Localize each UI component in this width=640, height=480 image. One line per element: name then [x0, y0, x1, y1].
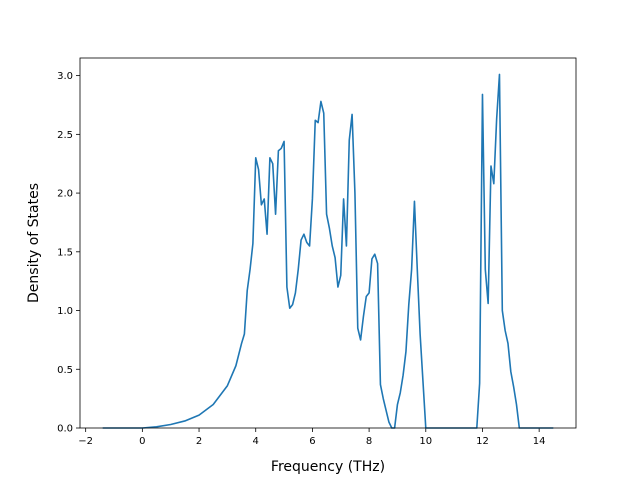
y-tick-label: 3.0: [57, 71, 73, 82]
x-tick-label: 12: [476, 436, 489, 447]
dos-series-line: [102, 73, 554, 429]
x-tick-label: 14: [533, 436, 546, 447]
plot-background: [80, 58, 576, 428]
y-tick-label: 2.0: [57, 189, 73, 200]
x-ticks: −2 0 2 4 6 8 10 12 14: [78, 428, 546, 447]
x-tick-label: 10: [419, 436, 432, 447]
plot-frame: [79, 57, 577, 429]
x-tick-label: 6: [309, 436, 315, 447]
x-axis-label: Frequency (THz): [271, 459, 385, 475]
y-tick-label: 1.5: [57, 247, 73, 258]
x-tick-label: 4: [253, 436, 259, 447]
y-tick-label: 2.5: [57, 130, 73, 141]
x-tick-label: −2: [78, 436, 93, 447]
y-axis-label: Density of States: [26, 183, 42, 303]
x-tick-label: 2: [196, 436, 202, 447]
y-tick-label: 0.5: [57, 365, 73, 376]
x-tick-label: 8: [366, 436, 372, 447]
x-tick-label: 0: [139, 436, 145, 447]
y-tick-label: 0.0: [57, 424, 73, 435]
y-tick-label: 1.0: [57, 306, 73, 317]
y-ticks: 0.0 0.5 1.0 1.5 2.0 2.5 3.0: [57, 71, 80, 435]
